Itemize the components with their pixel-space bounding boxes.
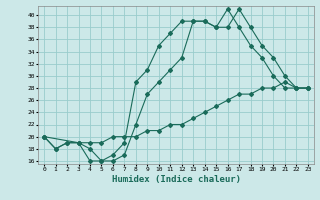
X-axis label: Humidex (Indice chaleur): Humidex (Indice chaleur) bbox=[111, 175, 241, 184]
